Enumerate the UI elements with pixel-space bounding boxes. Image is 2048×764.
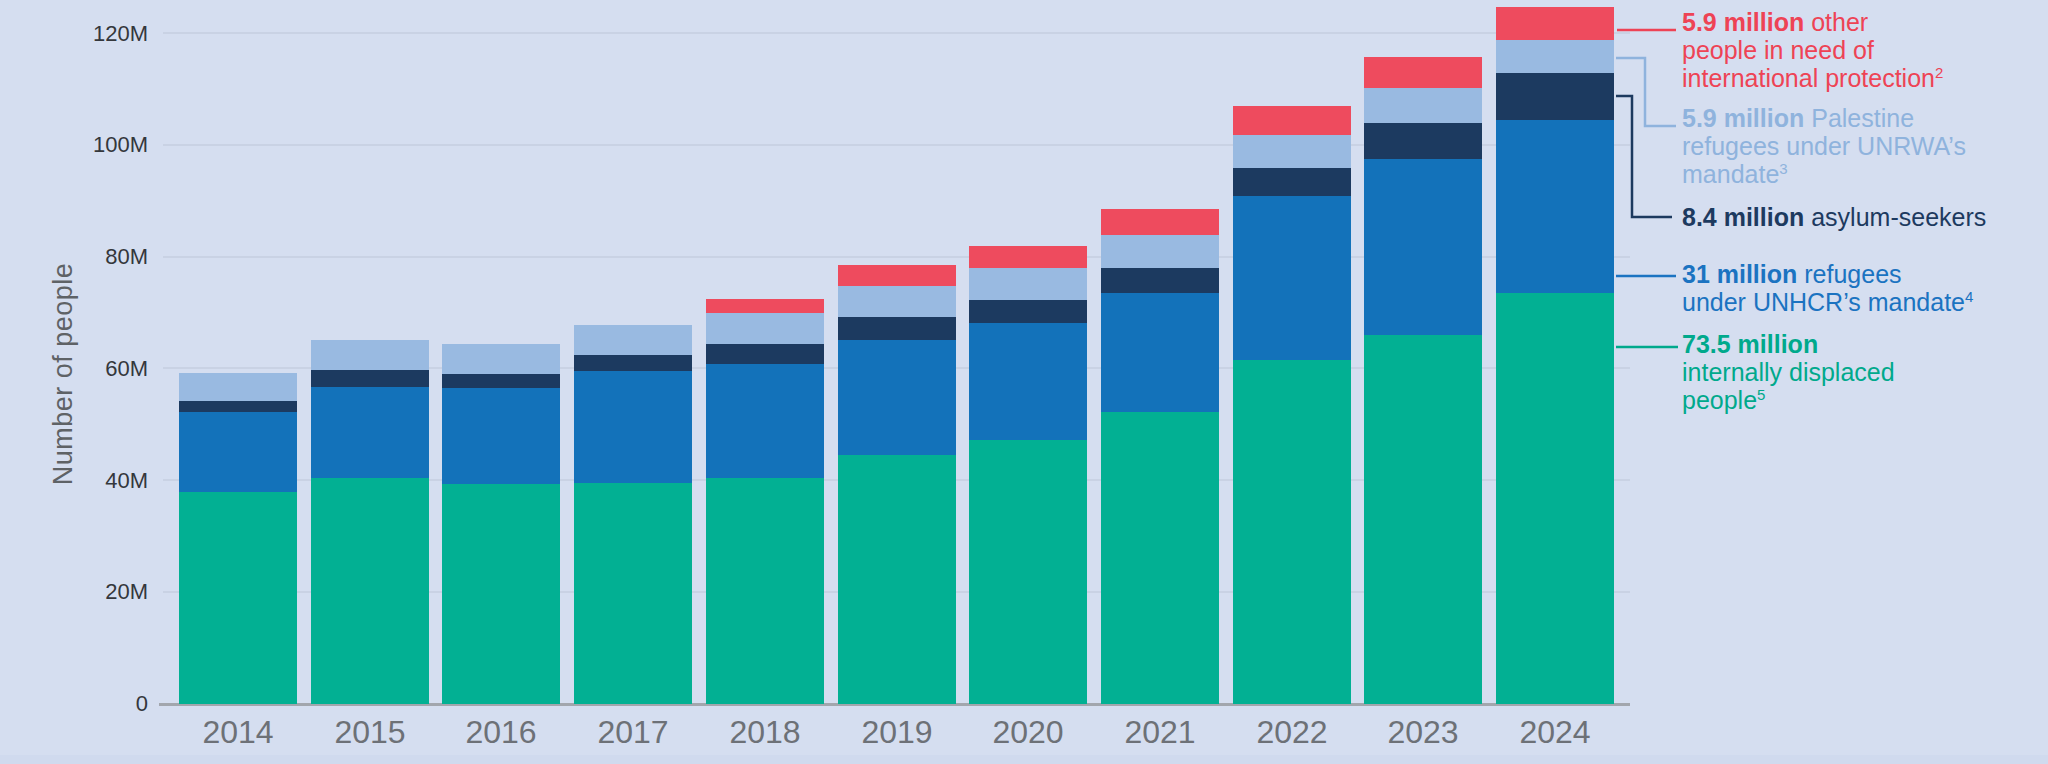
y-tick-label-120M: 120M [26, 19, 148, 49]
bar-segment-other-protection-2018 [706, 299, 824, 314]
bar-segment-unrwa-refugees-2020 [969, 268, 1087, 300]
x-tick-label-2015: 2015 [311, 714, 429, 751]
bar-segment-unhcr-refugees-2021 [1101, 293, 1219, 413]
legend-text-line: 73.5 million [1682, 330, 2030, 358]
bar-segment-unhcr-refugees-2018 [706, 364, 824, 478]
bar-segment-unhcr-refugees-2014 [179, 412, 297, 492]
bottom-edge-strip [0, 755, 2048, 764]
legend-text-line: 8.4 million asylum-seekers [1682, 203, 2030, 231]
bar-segment-other-protection-2023 [1364, 57, 1482, 88]
bar-segment-asylum-seekers-2020 [969, 300, 1087, 323]
y-tick-label-20M: 20M [26, 577, 148, 607]
bar-segment-other-protection-2024 [1496, 7, 1614, 40]
x-tick-label-2021: 2021 [1101, 714, 1219, 751]
y-tick-label-80M: 80M [26, 242, 148, 272]
bar-segment-unhcr-refugees-2015 [311, 387, 429, 479]
x-tick-label-2022: 2022 [1233, 714, 1351, 751]
legend-text-line: internally displaced [1682, 358, 2030, 386]
bar-segment-idp-2022 [1233, 360, 1351, 704]
legend-text-line: international protection2 [1682, 64, 2030, 92]
bar-segment-asylum-seekers-2017 [574, 355, 692, 371]
legend-item-unhcr-refugees: 31 million refugeesunder UNHCR’s mandate… [1682, 260, 2030, 316]
bar-segment-idp-2024 [1496, 293, 1614, 704]
bar-segment-idp-2017 [574, 483, 692, 704]
bar-segment-idp-2020 [969, 440, 1087, 704]
legend-text-line: 31 million refugees [1682, 260, 2030, 288]
bar-segment-other-protection-2022 [1233, 106, 1351, 135]
bar-segment-unhcr-refugees-2023 [1364, 159, 1482, 335]
bar-segment-unrwa-refugees-2019 [838, 286, 956, 317]
bar-segment-asylum-seekers-2016 [442, 374, 560, 387]
y-tick-label-0: 0 [26, 689, 148, 719]
bar-segment-asylum-seekers-2023 [1364, 123, 1482, 159]
gridline-120M [163, 32, 1630, 34]
bar-segment-idp-2014 [179, 492, 297, 704]
leader-line-unrwa-refugees [1616, 58, 1676, 126]
legend-text-line: refugees under UNRWA’s [1682, 132, 2030, 160]
legend-item-other-protection: 5.9 million otherpeople in need ofintern… [1682, 8, 2030, 92]
y-tick-label-100M: 100M [26, 130, 148, 160]
bar-segment-unhcr-refugees-2019 [838, 340, 956, 455]
bar-segment-unrwa-refugees-2022 [1233, 135, 1351, 168]
bar-segment-asylum-seekers-2022 [1233, 168, 1351, 196]
bar-segment-unrwa-refugees-2018 [706, 313, 824, 344]
bar-segment-unrwa-refugees-2024 [1496, 40, 1614, 73]
bar-segment-unhcr-refugees-2016 [442, 388, 560, 485]
bar-segment-idp-2019 [838, 455, 956, 704]
bar-segment-idp-2015 [311, 478, 429, 704]
bar-segment-unhcr-refugees-2017 [574, 371, 692, 483]
bar-segment-unrwa-refugees-2014 [179, 373, 297, 401]
bar-segment-unhcr-refugees-2022 [1233, 196, 1351, 361]
leader-line-asylum-seekers [1616, 96, 1672, 217]
legend-item-unrwa-refugees: 5.9 million Palestinerefugees under UNRW… [1682, 104, 2030, 188]
bar-segment-other-protection-2019 [838, 265, 956, 286]
bar-segment-asylum-seekers-2014 [179, 401, 297, 412]
bar-segment-unrwa-refugees-2015 [311, 340, 429, 370]
x-tick-label-2023: 2023 [1364, 714, 1482, 751]
bar-segment-idp-2018 [706, 478, 824, 704]
legend-text-line: 5.9 million other [1682, 8, 2030, 36]
bar-segment-asylum-seekers-2015 [311, 370, 429, 387]
legend-text-line: people5 [1682, 386, 2030, 414]
legend-text-line: under UNHCR’s mandate4 [1682, 288, 2030, 316]
bar-segment-unrwa-refugees-2023 [1364, 88, 1482, 123]
bar-segment-unhcr-refugees-2020 [969, 323, 1087, 440]
bar-segment-idp-2021 [1101, 412, 1219, 704]
bar-segment-other-protection-2020 [969, 246, 1087, 267]
bar-segment-unhcr-refugees-2024 [1496, 120, 1614, 293]
legend-text-line: people in need of [1682, 36, 2030, 64]
bar-segment-asylum-seekers-2021 [1101, 268, 1219, 293]
bar-segment-idp-2023 [1364, 335, 1482, 704]
bar-segment-unrwa-refugees-2021 [1101, 235, 1219, 268]
x-tick-label-2017: 2017 [574, 714, 692, 751]
x-tick-label-2024: 2024 [1496, 714, 1614, 751]
x-tick-label-2019: 2019 [838, 714, 956, 751]
x-tick-label-2020: 2020 [969, 714, 1087, 751]
x-tick-label-2016: 2016 [442, 714, 560, 751]
bar-segment-asylum-seekers-2018 [706, 344, 824, 364]
bar-segment-asylum-seekers-2024 [1496, 73, 1614, 120]
bar-segment-asylum-seekers-2019 [838, 317, 956, 340]
bar-segment-idp-2016 [442, 484, 560, 704]
legend-text-line: 5.9 million Palestine [1682, 104, 2030, 132]
x-tick-label-2014: 2014 [179, 714, 297, 751]
y-tick-label-40M: 40M [26, 466, 148, 496]
displacement-stacked-bar-chart: Number of people 020M40M60M80M100M120M20… [0, 0, 2048, 764]
legend-item-asylum-seekers: 8.4 million asylum-seekers [1682, 203, 2030, 231]
y-tick-label-60M: 60M [26, 354, 148, 384]
legend-text-line: mandate3 [1682, 160, 2030, 188]
bar-segment-unrwa-refugees-2016 [442, 344, 560, 374]
legend-item-idp: 73.5 millioninternally displacedpeople5 [1682, 330, 2030, 414]
bar-segment-unrwa-refugees-2017 [574, 325, 692, 355]
x-tick-label-2018: 2018 [706, 714, 824, 751]
bar-segment-other-protection-2021 [1101, 209, 1219, 235]
